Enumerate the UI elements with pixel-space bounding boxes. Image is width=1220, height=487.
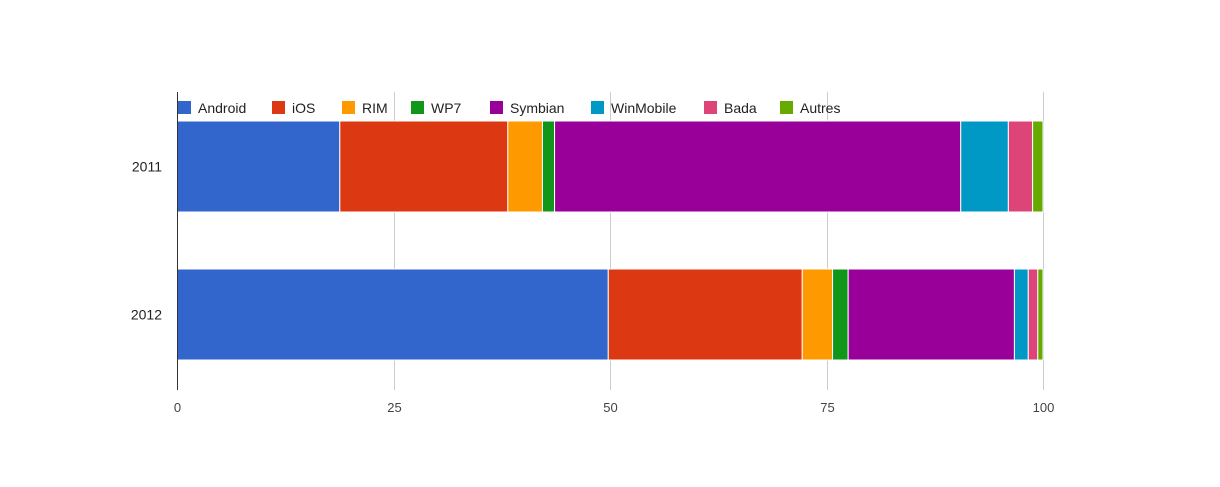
legend-swatch [272, 101, 285, 114]
legend-swatch [178, 101, 191, 114]
legend-label: RIM [362, 100, 388, 116]
y-category-label: 2011 [132, 159, 162, 175]
bar-segment-2011-winmobile[interactable] [960, 120, 1009, 213]
legend-swatch [411, 101, 424, 114]
bar-segment-2011-bada[interactable] [1007, 120, 1034, 213]
legend-swatch [780, 101, 793, 114]
legend-swatch [490, 101, 503, 114]
bar-segment-2011-wp7[interactable] [541, 120, 556, 213]
bar-segment-2011-rim[interactable] [507, 120, 543, 213]
legend-swatch [591, 101, 604, 114]
bar-segment-2011-android[interactable] [176, 120, 341, 213]
y-category-label: 2012 [131, 307, 162, 323]
bar-segment-2011-symbian[interactable] [554, 120, 962, 213]
bar-segment-2011-autres[interactable] [1032, 120, 1044, 213]
bar-segment-2012-winmobile[interactable] [1013, 268, 1029, 361]
bar-segment-2011-ios[interactable] [339, 120, 509, 213]
x-tick-label: 50 [603, 400, 617, 415]
legend-swatch [342, 101, 355, 114]
x-tick-label: 0 [174, 400, 181, 415]
x-tick-label: 100 [1033, 400, 1055, 415]
bar-segment-2012-android[interactable] [176, 268, 609, 361]
legend-label: WP7 [431, 100, 462, 116]
bar-segment-2012-autres[interactable] [1037, 268, 1044, 361]
bar-segment-2012-rim[interactable] [801, 268, 834, 361]
bar-segment-2012-ios[interactable] [607, 268, 803, 361]
legend-swatch [704, 101, 717, 114]
bar-segment-2012-wp7[interactable] [832, 268, 849, 361]
legend-label: Symbian [510, 100, 564, 116]
bar-segment-2012-symbian[interactable] [847, 268, 1015, 361]
x-tick-label: 25 [387, 400, 401, 415]
legend-label: iOS [292, 100, 315, 116]
bar-segment-2012-bada[interactable] [1027, 268, 1039, 361]
legend-label: Autres [800, 100, 840, 116]
legend-label: Android [198, 100, 246, 116]
legend-label: WinMobile [611, 100, 677, 116]
x-tick-label: 75 [820, 400, 834, 415]
legend-label: Bada [724, 100, 757, 116]
